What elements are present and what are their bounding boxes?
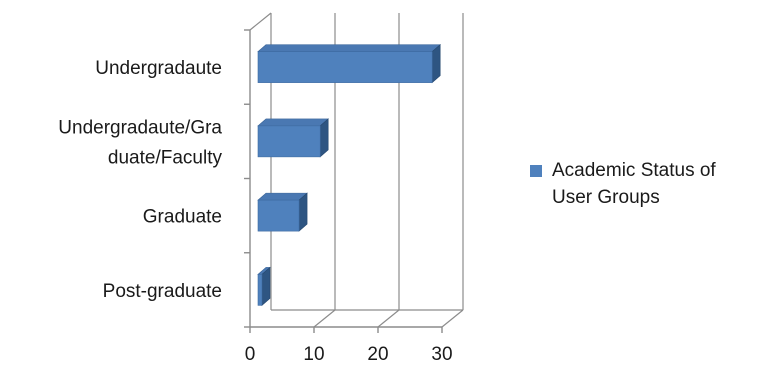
category-label: Post-graduate — [103, 281, 222, 302]
legend-label: Academic Status of User Groups — [552, 160, 716, 208]
category-label: duate/Faculty — [108, 147, 223, 168]
bar-side — [431, 43, 441, 84]
bar-side — [319, 118, 329, 158]
gridline-floor — [377, 309, 400, 328]
bar-top — [257, 192, 308, 201]
gridline-floor — [441, 309, 464, 328]
value-tick-label: 10 — [303, 344, 324, 365]
side-wall-top-edge — [249, 12, 272, 31]
gridline-floor — [313, 309, 336, 328]
category-label: Graduate — [143, 207, 222, 228]
value-tick-label: 20 — [367, 344, 388, 365]
bar — [257, 51, 433, 83]
bar-side — [298, 192, 308, 232]
bar-side — [261, 266, 271, 307]
category-label: Undergradaute — [95, 58, 222, 79]
bar — [257, 125, 321, 158]
value-tick-label: 0 — [245, 344, 256, 365]
bar-top — [257, 118, 329, 127]
legend-swatch — [530, 165, 542, 177]
bar — [257, 274, 263, 306]
category-label: Undergradaute/Gra — [58, 117, 222, 138]
value-tick-label: 30 — [431, 344, 452, 365]
bar-top — [257, 44, 441, 52]
bar — [257, 199, 300, 232]
legend: Academic Status of User Groups — [530, 157, 755, 211]
